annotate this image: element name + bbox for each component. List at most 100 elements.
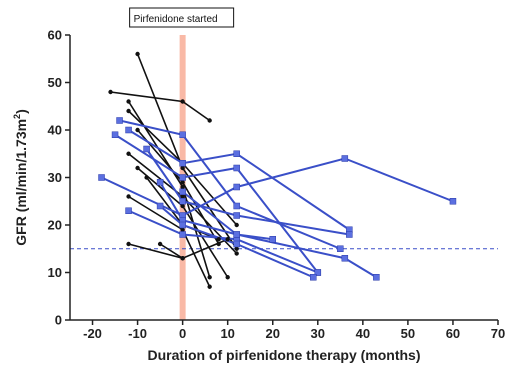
pre-treatment-point — [180, 99, 185, 104]
on-treatment-point — [373, 274, 380, 281]
pre-treatment-point — [135, 165, 140, 171]
on-treatment-point — [269, 236, 276, 243]
on-treatment-point — [179, 198, 186, 205]
pre-treatment-point — [234, 222, 239, 228]
pre-treatment-point — [135, 51, 140, 57]
x-tick-label: 0 — [179, 326, 186, 341]
pre-treatment-point — [180, 227, 185, 232]
on-treatment-point — [233, 164, 240, 172]
x-tick-label: -20 — [83, 326, 102, 341]
x-tick-label: 60 — [446, 326, 460, 341]
on-treatment-line — [128, 209, 319, 274]
pre-treatment-point — [144, 175, 149, 180]
x-tick-label: 70 — [491, 326, 505, 341]
pre-treatment-line — [110, 91, 211, 122]
pre-treatment-point — [180, 180, 185, 185]
on-treatment-point — [179, 188, 186, 195]
on-treatment-point — [341, 255, 349, 262]
on-treatment-point — [143, 145, 150, 153]
pre-treatment-point — [126, 241, 131, 247]
pre-treatment-point — [157, 241, 163, 247]
pre-treatment-point — [135, 127, 140, 133]
y-axis-title-close: ) — [13, 109, 29, 114]
pre-treatment-point — [126, 194, 131, 199]
on-treatment-point — [179, 221, 186, 229]
pre-treatment-point — [234, 246, 239, 251]
on-treatment-point — [156, 202, 164, 210]
annotation-label: Pirfenidone started — [134, 14, 218, 25]
series-layer — [101, 53, 454, 288]
on-treatment-point — [125, 207, 132, 214]
pre-treatment-point — [216, 237, 221, 242]
pre-treatment-point — [126, 108, 131, 114]
x-tick-label: 10 — [220, 326, 234, 341]
x-tick-label: -10 — [128, 326, 147, 341]
on-treatment-point — [98, 174, 105, 181]
y-axis-title-main: GFR (ml/min/1.73m — [13, 119, 29, 246]
pre-treatment-point — [180, 184, 185, 190]
on-treatment-point — [156, 179, 164, 186]
on-treatment-line — [114, 133, 319, 274]
on-treatment-point — [179, 131, 186, 138]
on-treatment-point — [337, 245, 344, 252]
pre-treatment-point — [207, 118, 212, 123]
on-treatment-point — [233, 240, 240, 248]
x-tick-label: 50 — [401, 326, 415, 341]
on-treatment-point — [233, 150, 240, 157]
on-treatment-point — [111, 131, 119, 138]
markers-layer — [98, 51, 457, 289]
pre-treatment-line — [128, 243, 183, 260]
axes — [69, 35, 498, 321]
x-tick-label: 20 — [266, 326, 280, 341]
y-tick-label: 60 — [48, 28, 62, 43]
pre-treatment-point — [180, 203, 185, 209]
y-tick-label: 10 — [48, 265, 62, 280]
x-tick-label: 40 — [356, 326, 370, 341]
on-treatment-point — [341, 155, 349, 162]
pre-treatment-point — [180, 256, 185, 261]
on-treatment-point — [310, 274, 317, 281]
on-treatment-point — [179, 231, 186, 238]
y-axis-title-superscript: 2 — [12, 114, 22, 119]
pre-treatment-point — [126, 151, 131, 156]
y-axis-title: GFR (ml/min/1.73m2) — [12, 109, 29, 246]
on-treatment-point — [314, 269, 322, 276]
y-tick-label: 30 — [48, 170, 62, 185]
on-treatment-point — [179, 174, 186, 181]
pre-treatment-line — [136, 53, 238, 250]
on-treatment-point — [233, 212, 240, 219]
on-treatment-point — [233, 202, 240, 210]
on-treatment-line — [159, 205, 314, 279]
pre-treatment-point — [108, 89, 113, 95]
y-tick-label: 40 — [48, 123, 62, 138]
x-tick-label: 30 — [311, 326, 325, 341]
pre-treatment-point — [234, 251, 239, 256]
pre-treatment-point — [126, 99, 131, 104]
pre-treatment-point — [180, 165, 185, 171]
axis-ticks: 0 10 20 30 40 50 60 -20 -10 0 10 20 30 40 50 60 70 — [48, 28, 506, 342]
on-treatment-point — [179, 160, 186, 167]
on-treatment-point — [116, 117, 123, 124]
pre-treatment-point — [207, 284, 212, 289]
pre-treatment-point — [207, 275, 212, 280]
y-tick-label: 20 — [48, 218, 62, 233]
pre-treatment-point — [216, 241, 221, 247]
x-axis-title: Duration of pirfenidone therapy (months) — [148, 347, 421, 363]
on-treatment-line — [145, 148, 350, 236]
annotation-box — [129, 7, 235, 28]
pre-treatment-point — [225, 275, 230, 280]
on-treatment-line — [159, 181, 273, 241]
on-treatment-line — [182, 190, 377, 279]
y-tick-label: 0 — [55, 313, 62, 328]
on-treatment-line — [128, 129, 350, 231]
on-treatment-point — [233, 231, 240, 238]
on-treatment-point — [346, 231, 353, 238]
on-treatment-line — [119, 119, 341, 250]
pre-treatment-point — [180, 194, 185, 199]
on-treatment-point — [449, 198, 457, 205]
y-tick-label: 50 — [48, 75, 62, 90]
pre-treatment-point — [225, 237, 230, 242]
on-treatment-point — [125, 126, 132, 134]
on-treatment-point — [233, 183, 240, 191]
